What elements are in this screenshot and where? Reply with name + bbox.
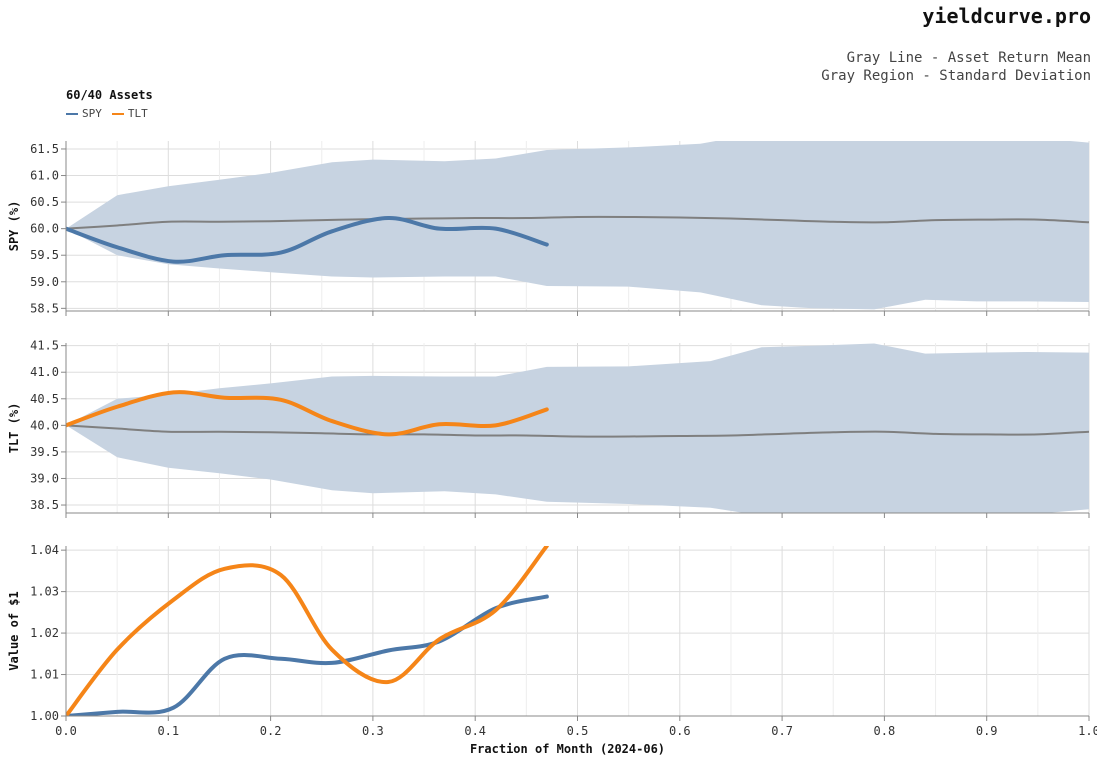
y-tick-label: 39.0 <box>30 471 59 485</box>
y-axis-label: Value of $1 <box>7 591 21 670</box>
plot-area <box>66 141 1089 310</box>
x-axis-label: Fraction of Month (2024-06) <box>470 742 665 756</box>
plot-area <box>66 343 1089 513</box>
legend-title: 60/40 Assets <box>66 88 153 102</box>
legend-label-spy: SPY <box>82 107 102 120</box>
x-tick-label: 0.5 <box>567 724 589 738</box>
x-tick-label: 0.0 <box>55 724 77 738</box>
y-tick-label: 60.5 <box>30 195 59 209</box>
series-line-tlt <box>66 390 549 437</box>
legend-label-tlt: TLT <box>127 107 148 120</box>
y-tick-label: 59.5 <box>30 248 59 262</box>
y-tick-label: 58.5 <box>30 301 59 315</box>
series-line-spy <box>66 216 549 264</box>
y-tick-label: 41.5 <box>30 339 59 353</box>
legend-swatch-spy <box>66 112 78 115</box>
plot-area <box>66 546 549 716</box>
x-tick-label: 0.6 <box>669 724 691 738</box>
x-tick-label: 0.2 <box>260 724 282 738</box>
y-tick-label: 39.5 <box>30 445 59 459</box>
x-tick-label: 0.9 <box>976 724 998 738</box>
x-tick-label: 0.1 <box>157 724 179 738</box>
x-tick-label: 0.4 <box>464 724 486 738</box>
y-axis-label: SPY (%) <box>7 201 21 252</box>
mean-line <box>66 215 1089 230</box>
y-tick-label: 59.0 <box>30 275 59 289</box>
x-tick-label: 0.7 <box>771 724 793 738</box>
y-tick-label: 1.02 <box>30 626 59 640</box>
mean-line <box>66 424 1089 438</box>
legend-item-spy: SPY <box>66 107 102 120</box>
std-band <box>66 141 1089 310</box>
y-axis-label: TLT (%) <box>7 403 21 454</box>
brand-title: yieldcurve.pro <box>922 4 1091 28</box>
y-tick-label: 61.5 <box>30 142 59 156</box>
y-tick-label: 41.0 <box>30 365 59 379</box>
series-line-tlt <box>66 546 549 716</box>
y-tick-label: 40.5 <box>30 392 59 406</box>
x-tick-label: 1.0 <box>1078 724 1097 738</box>
mean-note: Gray Line - Asset Return Mean <box>846 50 1091 66</box>
panel-value: 1.00 1.01 1.02 1.03 1.04 0.0 0.1 0.2 0.3 0.4 0.5 0.… <box>7 543 1097 756</box>
legend-swatch-tlt <box>111 112 124 115</box>
panel-spy: 58.5 59.0 59.5 60.0 60.5 61.0 61.5 SPY (%) <box>7 141 1090 316</box>
x-tick-label: 0.3 <box>362 724 384 738</box>
y-tick-label: 38.5 <box>30 498 59 512</box>
y-tick-label: 1.01 <box>30 668 59 682</box>
std-note: Gray Region - Standard Deviation <box>821 68 1091 84</box>
y-tick-label: 40.0 <box>30 418 59 432</box>
std-band <box>66 343 1089 513</box>
y-tick-label: 61.0 <box>30 169 59 183</box>
legend-item-tlt: TLT <box>111 107 148 120</box>
panel-tlt: 38.5 39.0 39.5 40.0 40.5 41.0 41.5 TLT (%) <box>7 339 1090 518</box>
legend: SPY TLT <box>66 107 148 120</box>
x-tick-label: 0.8 <box>874 724 896 738</box>
y-tick-label: 1.03 <box>30 585 59 599</box>
y-tick-label: 1.00 <box>30 709 59 723</box>
y-tick-label: 1.04 <box>30 543 59 557</box>
y-tick-label: 60.0 <box>30 222 59 236</box>
